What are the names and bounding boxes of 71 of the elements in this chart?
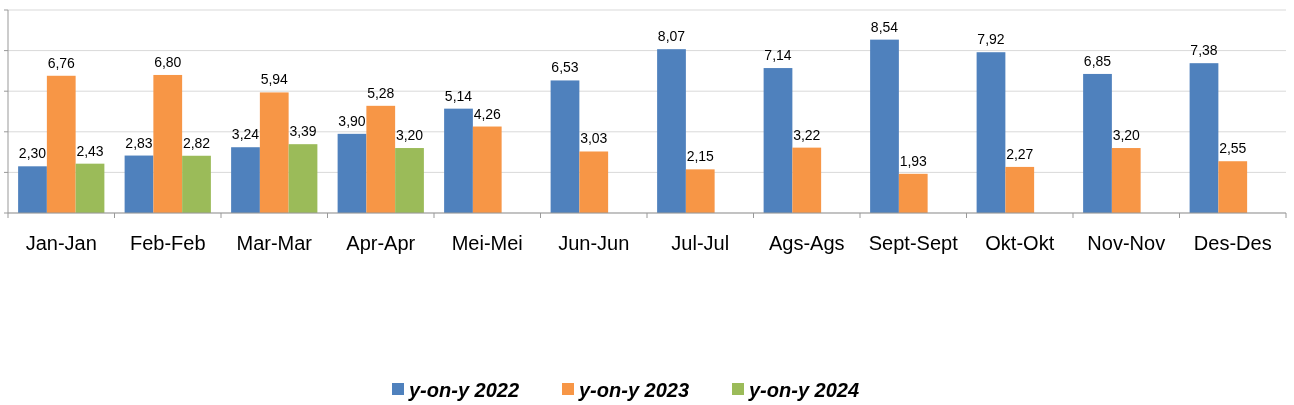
data-label: 3,90 — [338, 112, 366, 129]
data-label: 3,03 — [580, 130, 608, 147]
data-label: 1,93 — [899, 152, 928, 169]
x-tick-label: Nov-Nov — [1087, 232, 1166, 254]
data-label: 2,43 — [76, 142, 104, 159]
bar — [870, 39, 899, 213]
bar — [231, 147, 260, 213]
bar — [124, 155, 154, 213]
data-label: 6,53 — [551, 59, 579, 76]
data-label: 7,92 — [977, 31, 1005, 48]
data-label: 2,15 — [686, 148, 715, 165]
x-tick-label: Des-Des — [1193, 232, 1272, 254]
bar — [337, 133, 367, 213]
data-label: 5,28 — [367, 84, 395, 101]
bar — [395, 148, 424, 213]
x-tick-label: Ags-Ags — [768, 232, 845, 254]
data-label: 6,80 — [154, 53, 182, 70]
data-label: 2,30 — [18, 145, 47, 162]
bar — [763, 68, 793, 213]
data-label: 4,26 — [473, 105, 502, 122]
bar — [18, 166, 47, 213]
bar — [472, 126, 502, 213]
legend-label: y-on-y 2022 — [408, 379, 520, 401]
x-tick-label: Sept-Sept — [868, 232, 959, 254]
x-tick-label: Mei-Mei — [451, 232, 523, 254]
bar — [1111, 148, 1141, 213]
bar — [976, 52, 1006, 213]
data-label: 3,24 — [231, 126, 260, 143]
x-tick-label: Jul-Jul — [671, 232, 730, 254]
bar — [898, 173, 928, 213]
data-label: 3,20 — [1112, 127, 1141, 144]
bar — [46, 75, 76, 213]
bar — [685, 169, 715, 213]
bar — [153, 74, 183, 213]
bar — [75, 163, 105, 213]
data-label: 2,27 — [1006, 145, 1034, 162]
x-tick-label: Jun-Jun — [558, 232, 630, 254]
x-tick-label: Feb-Feb — [129, 232, 206, 254]
bar — [1218, 161, 1248, 213]
data-label: 2,82 — [182, 134, 211, 151]
x-tick-label: Mar-Mar — [236, 232, 313, 254]
data-label: 2,55 — [1219, 140, 1247, 157]
data-label: 3,20 — [395, 127, 424, 144]
bar — [657, 49, 686, 213]
bar — [1189, 63, 1219, 213]
bar — [1083, 73, 1112, 213]
x-tick-label: Apr-Apr — [346, 232, 416, 254]
bar — [366, 105, 396, 213]
data-label: 6,85 — [1083, 52, 1112, 69]
bar — [288, 144, 318, 213]
data-label: 6,76 — [47, 54, 76, 71]
data-label: 5,14 — [444, 87, 473, 104]
data-label: 8,07 — [657, 28, 686, 45]
legend-label: y-on-y 2024 — [748, 379, 860, 401]
x-tick-label: Jan-Jan — [25, 232, 97, 254]
data-label: 5,94 — [260, 71, 289, 88]
bar — [259, 92, 289, 213]
bar — [444, 108, 473, 213]
data-label: 2,83 — [125, 134, 153, 151]
data-label: 7,38 — [1190, 42, 1218, 59]
legend-label: y-on-y 2023 — [578, 379, 690, 401]
bar — [579, 151, 609, 213]
bar — [550, 80, 580, 213]
bar — [182, 155, 211, 213]
data-label: 7,14 — [764, 47, 792, 64]
data-label: 3,39 — [289, 123, 317, 140]
bar — [1005, 166, 1035, 213]
data-label: 3,22 — [793, 126, 821, 143]
bar — [792, 147, 822, 213]
x-tick-label: Okt-Okt — [985, 232, 1055, 254]
data-label: 8,54 — [870, 18, 899, 35]
